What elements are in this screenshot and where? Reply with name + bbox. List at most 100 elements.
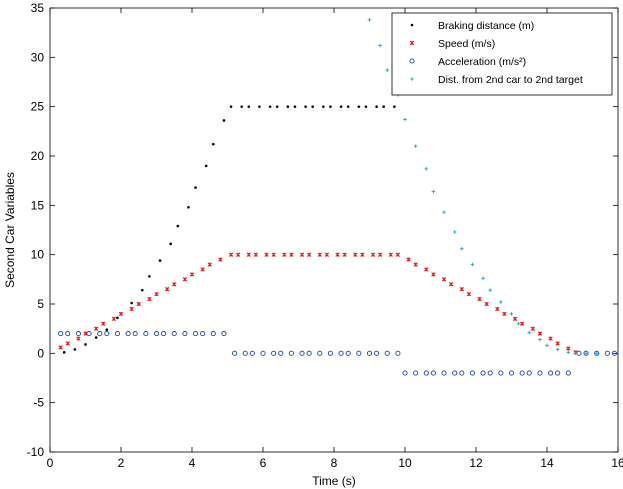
series-0 (62, 105, 396, 354)
y-tick-label: -10 (27, 445, 45, 459)
data-point (93, 326, 99, 331)
data-point (246, 252, 251, 257)
data-point (469, 370, 476, 376)
data-point (364, 105, 368, 108)
data-point (442, 210, 446, 215)
data-point (260, 350, 266, 356)
legend: Braking distance (m) Speed (m/s) Accelerat… (391, 12, 613, 96)
data-point (516, 321, 521, 326)
data-point (242, 350, 248, 356)
data-point (282, 252, 287, 257)
data-point (86, 331, 92, 337)
data-point (555, 341, 560, 346)
data-point (129, 306, 134, 312)
data-point (413, 262, 418, 267)
data-point (105, 328, 109, 331)
series-2 (58, 331, 618, 376)
data-point (228, 252, 234, 257)
data-point (147, 296, 152, 302)
data-point (84, 343, 87, 346)
data-point (299, 350, 305, 356)
series-3 (367, 18, 599, 356)
data-point (322, 105, 325, 108)
data-point (268, 105, 272, 108)
data-marks (58, 18, 618, 376)
data-point (200, 267, 205, 272)
data-point (448, 282, 454, 287)
data-point (537, 331, 543, 336)
data-point (487, 370, 493, 376)
y-tick-label: 25 (31, 100, 45, 114)
data-point (519, 321, 525, 326)
data-point (240, 105, 243, 108)
data-point (480, 370, 486, 376)
data-point (83, 331, 88, 336)
data-point (210, 331, 216, 337)
data-point (204, 164, 208, 168)
data-point (249, 350, 255, 356)
data-point (258, 105, 261, 108)
data-point (353, 252, 358, 257)
data-point (116, 316, 119, 320)
data-point (111, 316, 117, 321)
data-point (584, 351, 588, 356)
data-point (182, 277, 188, 282)
data-point (192, 331, 199, 337)
x-tick-label: 0 (47, 456, 54, 470)
data-point (499, 300, 503, 304)
data-point (73, 348, 77, 351)
data-point (65, 331, 71, 337)
data-point (502, 311, 507, 317)
x-tick-label: 16 (611, 456, 623, 470)
data-point (459, 370, 465, 376)
data-point (335, 252, 340, 257)
data-point (366, 350, 373, 356)
data-point (406, 257, 411, 262)
data-point (278, 350, 284, 356)
data-point (488, 288, 492, 292)
data-point (275, 105, 279, 108)
data-point (338, 350, 344, 356)
legend-label: Braking distance (m) (438, 20, 534, 32)
data-point (555, 370, 561, 376)
data-point (200, 331, 206, 337)
legend-entry: Dist. from 2nd car to 2nd target (410, 74, 583, 86)
data-point (385, 68, 390, 72)
data-point (441, 277, 447, 282)
data-point (382, 105, 386, 108)
data-point (253, 252, 259, 257)
data-point (118, 311, 124, 317)
data-point (289, 252, 294, 257)
x-tick-label: 6 (260, 456, 267, 470)
y-tick-label: 15 (31, 198, 45, 212)
x-tick-label: 12 (469, 456, 483, 470)
legend-label: Dist. from 2nd car to 2nd target (438, 74, 583, 86)
data-point (293, 105, 297, 108)
data-point (519, 370, 525, 376)
data-point (125, 331, 131, 337)
data-point (360, 252, 365, 257)
y-tick-label: 10 (31, 248, 45, 262)
data-point (75, 331, 81, 337)
data-point (221, 331, 227, 337)
data-point (378, 43, 382, 48)
data-point (498, 370, 504, 376)
data-point (324, 252, 330, 257)
data-point (130, 301, 133, 305)
y-axis: -10 -5 0 5 10 15 20 25 30 35 (27, 1, 618, 459)
data-point (555, 347, 560, 352)
data-point (229, 105, 233, 108)
data-point (548, 336, 553, 341)
data-point (374, 350, 380, 356)
data-point (566, 350, 571, 355)
data-point (317, 350, 323, 356)
data-point (306, 252, 312, 257)
x-tick-label: 8 (331, 456, 338, 470)
data-point (509, 312, 514, 316)
data-point (459, 287, 464, 292)
x-tick-label: 4 (189, 456, 196, 470)
data-point (62, 351, 66, 354)
data-point (413, 370, 419, 376)
data-point (356, 350, 362, 356)
data-point (470, 262, 475, 267)
